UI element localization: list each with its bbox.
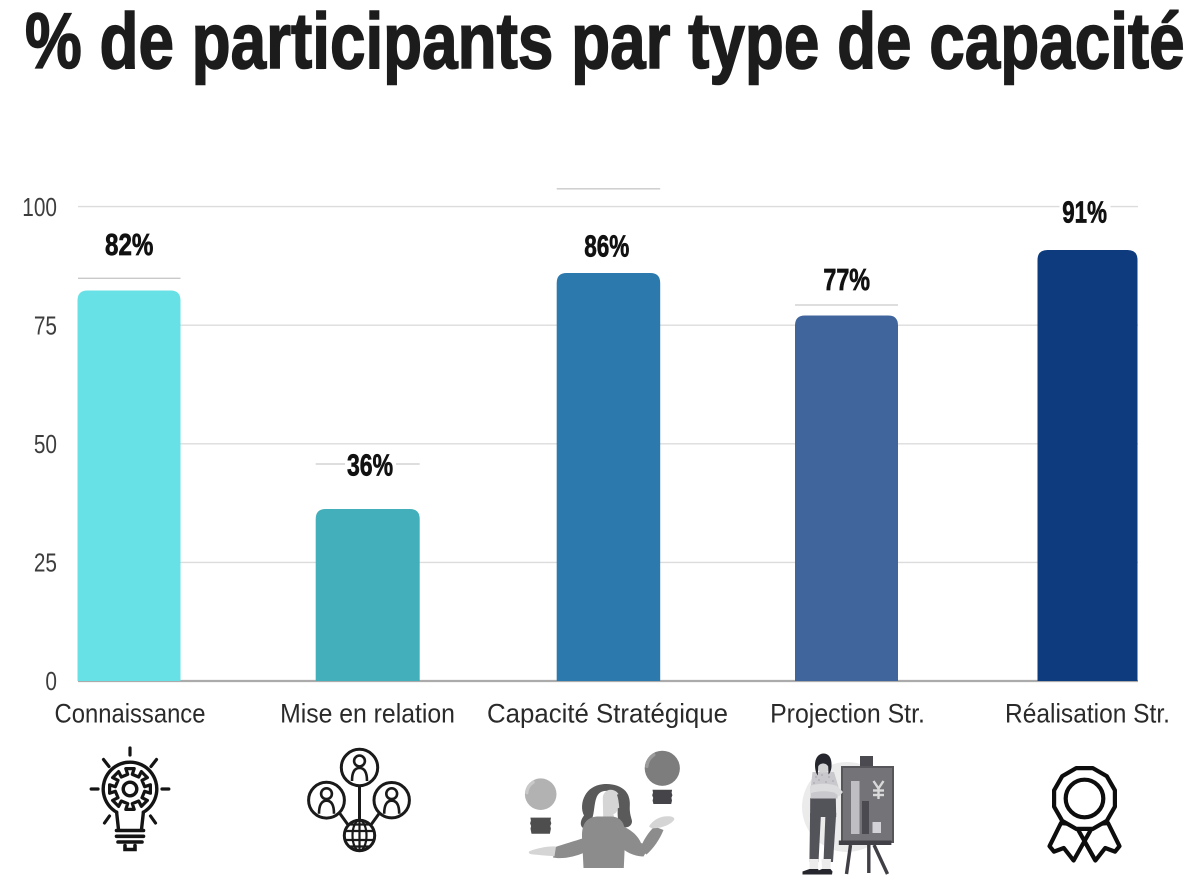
svg-text:Connaissance: Connaissance (55, 699, 206, 728)
svg-text:100: 100 (22, 193, 57, 222)
svg-text:Réalisation Str.: Réalisation Str. (1005, 700, 1170, 729)
svg-text:Mise en relation: Mise en relation (280, 700, 455, 729)
svg-text:77%: 77% (823, 262, 870, 297)
svg-text:91%: 91% (1062, 195, 1107, 229)
svg-text:86%: 86% (584, 228, 629, 263)
svg-text:50: 50 (34, 430, 57, 459)
svg-text:82%: 82% (105, 227, 153, 262)
svg-text:0: 0 (45, 667, 57, 696)
svg-text:Capacité Stratégique: Capacité Stratégique (487, 698, 728, 728)
svg-text:% de participants par type de: % de participants par type de capacité (25, 0, 1185, 86)
svg-text:75: 75 (34, 311, 57, 340)
svg-text:36%: 36% (347, 447, 393, 482)
svg-text:25: 25 (34, 548, 57, 577)
svg-text:Projection Str.: Projection Str. (770, 700, 925, 729)
